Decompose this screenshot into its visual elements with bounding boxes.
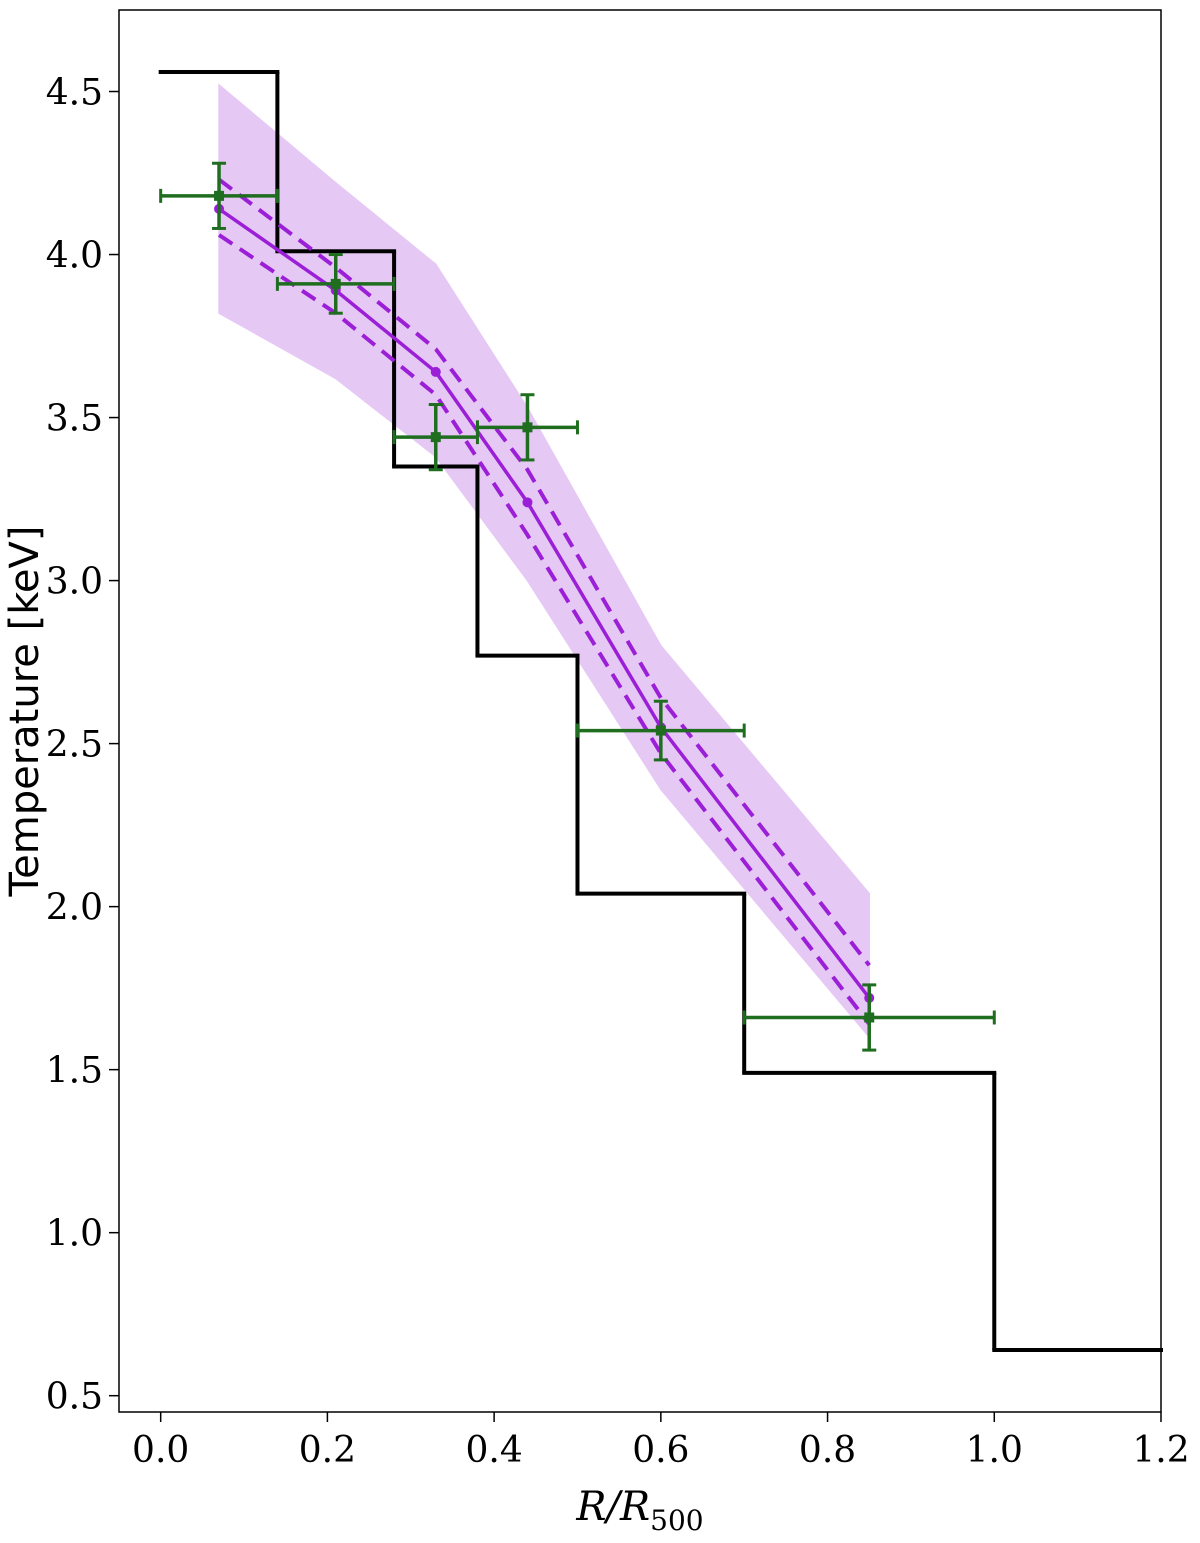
- x-tick-label-3: 0.6: [632, 1430, 689, 1471]
- data-marker-3: [522, 422, 533, 433]
- x-tick-label-2: 0.4: [465, 1430, 522, 1471]
- x-tick-label-5: 1.0: [966, 1430, 1023, 1471]
- plot-frame: [118, 9, 1162, 1413]
- data-point-5: [742, 983, 996, 1052]
- y-tick-label-7: 4.0: [46, 236, 103, 277]
- data-marker-4: [655, 725, 666, 736]
- x-axis-label-main: R/R: [575, 1484, 650, 1530]
- x-axis-label: R/R500: [575, 1484, 703, 1537]
- y-tick-label-2: 1.5: [46, 1051, 103, 1092]
- data-marker-5: [864, 1012, 875, 1023]
- x-tick-label-0: 0.0: [132, 1430, 189, 1471]
- data-marker-0: [214, 190, 225, 201]
- dashed-lower-line: [217, 233, 871, 1026]
- y-axis-label: Temperature [keV]: [2, 525, 48, 897]
- x-tick-label-6: 1.2: [1132, 1430, 1189, 1471]
- y-tick-label-5: 3.0: [46, 562, 103, 603]
- plot-area: [158, 69, 1163, 1353]
- x-tick-label-4: 0.8: [799, 1430, 856, 1471]
- y-tick-label-8: 4.5: [46, 73, 103, 114]
- y-tick-label-1: 1.0: [46, 1214, 103, 1255]
- data-point-2: [392, 403, 479, 472]
- data-point-1: [275, 253, 396, 315]
- data-point-3: [475, 393, 579, 462]
- y-tick-label-0: 0.5: [46, 1377, 103, 1418]
- y-tick-label-3: 2.0: [46, 888, 103, 929]
- data-marker-1: [330, 278, 341, 289]
- x-axis-label-subscript: 500: [650, 1504, 703, 1537]
- x-tick-label-1: 0.2: [299, 1430, 356, 1471]
- model-point-3: [522, 497, 533, 508]
- model-point-2: [430, 366, 441, 377]
- dashed-upper-line: [217, 177, 871, 967]
- data-point-4: [575, 699, 746, 762]
- y-tick-label-4: 2.5: [46, 725, 103, 766]
- model-line: [218, 207, 871, 999]
- y-tick-label-6: 3.5: [46, 399, 103, 440]
- axes: 0.0 0.2 0.4 0.6 0.8 1.0 1.2 0.5 1.0 1.5 2.0 2.5 3.0 3…: [46, 73, 1190, 1471]
- data-point-0: [159, 161, 279, 230]
- uncertainty-band: [218, 83, 870, 1040]
- data-marker-2: [430, 432, 441, 443]
